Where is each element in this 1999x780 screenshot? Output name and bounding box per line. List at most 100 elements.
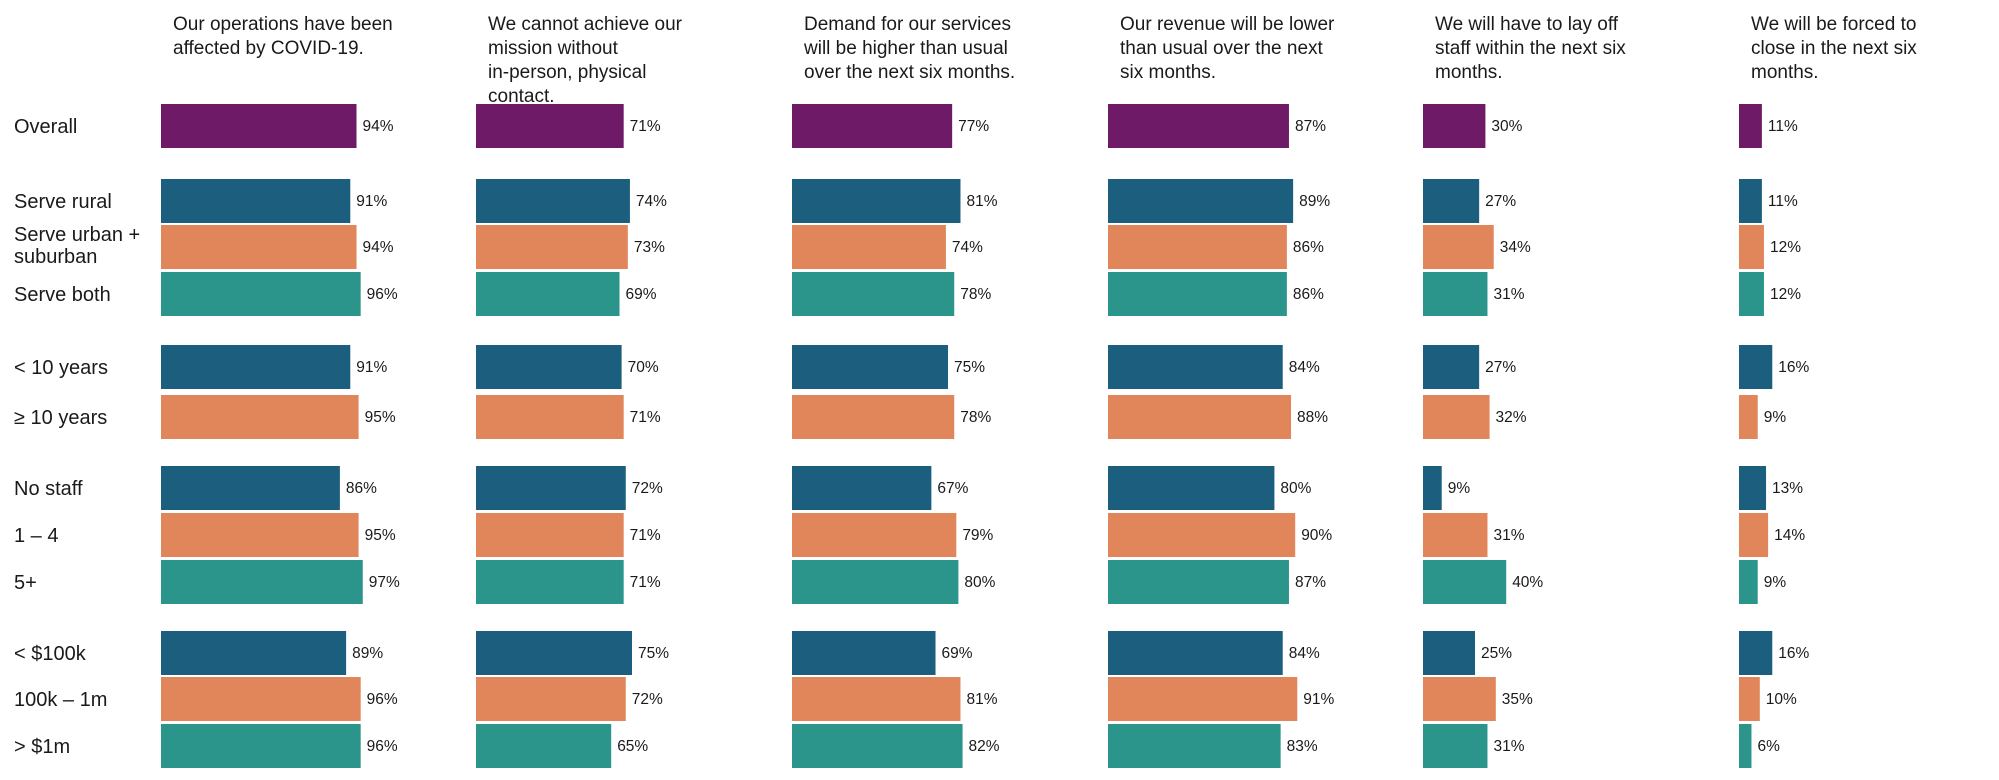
value-label: 78%: [960, 286, 991, 303]
value-label: 71%: [630, 574, 661, 591]
value-label: 89%: [352, 645, 383, 662]
row-label-line: suburban: [14, 246, 97, 268]
value-label: 69%: [942, 645, 973, 662]
bar: [792, 724, 963, 768]
value-label: 91%: [356, 193, 387, 210]
value-label: 82%: [969, 738, 1000, 755]
panel-title-line: will be higher than usual: [803, 38, 1008, 59]
value-label: 80%: [964, 574, 995, 591]
value-label: 84%: [1289, 359, 1320, 376]
panels: 94%91%94%96%91%95%86%95%97%89%96%96%71%7…: [161, 104, 1810, 768]
value-label: 75%: [638, 645, 669, 662]
panel-3: 77% 81% 74% 78% 75% 78% 67% 79% 80% 69% 81% 82%: [792, 104, 1000, 768]
panel-title-line: affected by COVID-19.: [173, 38, 364, 59]
panel-title-line: months.: [1751, 62, 1819, 83]
value-label: 16%: [1778, 645, 1809, 662]
value-label: 72%: [632, 691, 663, 708]
panel-title-line: We will be forced to: [1751, 14, 1916, 35]
panel-title-2: We cannot achieve our mission without in-p…: [488, 14, 683, 107]
panel-title-line: months.: [1435, 62, 1503, 83]
value-label: 74%: [952, 239, 983, 256]
bar: [476, 395, 624, 439]
value-label: 16%: [1778, 359, 1809, 376]
value-label: 9%: [1764, 409, 1787, 426]
panel-title-line: Our operations have been: [173, 14, 393, 35]
panel-title-line: contact.: [488, 86, 555, 107]
value-label: 88%: [1297, 409, 1328, 426]
row-label-12: > $1m: [14, 736, 70, 758]
value-label: 11%: [1768, 193, 1798, 210]
row-label-9: 5+: [14, 572, 37, 594]
bar: [161, 345, 351, 389]
value-label: 65%: [617, 738, 648, 755]
bar: [476, 345, 622, 389]
bar: [792, 395, 955, 439]
bar: [1739, 395, 1758, 439]
value-label: 75%: [954, 359, 985, 376]
value-label: 31%: [1493, 738, 1524, 755]
bar: [476, 631, 632, 675]
panel-title-line: over the next six months.: [804, 62, 1015, 83]
bar: [476, 272, 620, 316]
bar: [1739, 179, 1762, 223]
value-label: 91%: [1303, 691, 1334, 708]
row-label-6: ≥ 10 years: [14, 407, 107, 429]
bar: [792, 513, 957, 557]
value-label: 74%: [636, 193, 667, 210]
panel-title-5: We will have to lay off staff within the …: [1435, 14, 1626, 83]
value-label: 11%: [1768, 118, 1798, 135]
value-label: 96%: [367, 738, 398, 755]
panel-title-4: Our revenue will be lower than usual over…: [1120, 14, 1335, 83]
bar: [792, 179, 961, 223]
value-label: 80%: [1280, 480, 1311, 497]
bar: [1739, 677, 1760, 721]
value-label: 34%: [1500, 239, 1531, 256]
value-label: 6%: [1757, 738, 1780, 755]
value-label: 12%: [1770, 239, 1801, 256]
value-label: 73%: [634, 239, 665, 256]
bar: [161, 513, 359, 557]
value-label: 84%: [1289, 645, 1320, 662]
value-label: 71%: [630, 527, 661, 544]
value-label: 27%: [1485, 359, 1516, 376]
bar: [1739, 631, 1773, 675]
row-label-2: Serve rural: [14, 191, 112, 213]
bar: [1108, 631, 1283, 675]
bar: [1739, 724, 1752, 768]
bar: [476, 513, 624, 557]
bar: [1423, 724, 1488, 768]
value-label: 94%: [363, 239, 394, 256]
bar: [792, 272, 955, 316]
bar: [792, 345, 948, 389]
row-label-line: Serve urban +: [14, 224, 140, 246]
value-label: 78%: [960, 409, 991, 426]
bar: [1739, 345, 1773, 389]
row-label-4: Serve both: [14, 284, 111, 306]
row-label-5: < 10 years: [14, 357, 108, 379]
panel-title-1: Our operations have been affected by COVI…: [173, 14, 393, 59]
value-label: 9%: [1448, 480, 1471, 497]
panel-1: 94% 91% 94% 96% 91% 95% 86% 95% 97% 89% 96% 96%: [161, 104, 400, 768]
bar: [1739, 513, 1769, 557]
value-label: 81%: [966, 691, 997, 708]
panel-title-line: close in the next six: [1751, 38, 1917, 59]
bar: [1108, 395, 1292, 439]
value-label: 27%: [1485, 193, 1516, 210]
bar: [1423, 560, 1507, 604]
panel-title-line: in-person, physical: [488, 62, 646, 83]
panel-title-line: than usual over the next: [1120, 38, 1324, 59]
panel-6: 11% 11% 12% 12% 16% 9% 13% 14% 9% 16% 10% 6%: [1739, 104, 1810, 768]
panel-title-line: Demand for our services: [804, 14, 1011, 35]
value-label: 31%: [1493, 286, 1524, 303]
panel-title-line: staff within the next six: [1435, 38, 1626, 59]
value-label: 97%: [369, 574, 400, 591]
value-label: 77%: [958, 118, 989, 135]
value-label: 79%: [962, 527, 993, 544]
row-label-11: 100k – 1m: [14, 689, 107, 711]
value-label: 86%: [1293, 239, 1324, 256]
value-label: 67%: [937, 480, 968, 497]
value-label: 95%: [365, 527, 396, 544]
panel-titles: Our operations have been affected by COVI…: [173, 14, 1917, 107]
value-label: 32%: [1496, 409, 1527, 426]
